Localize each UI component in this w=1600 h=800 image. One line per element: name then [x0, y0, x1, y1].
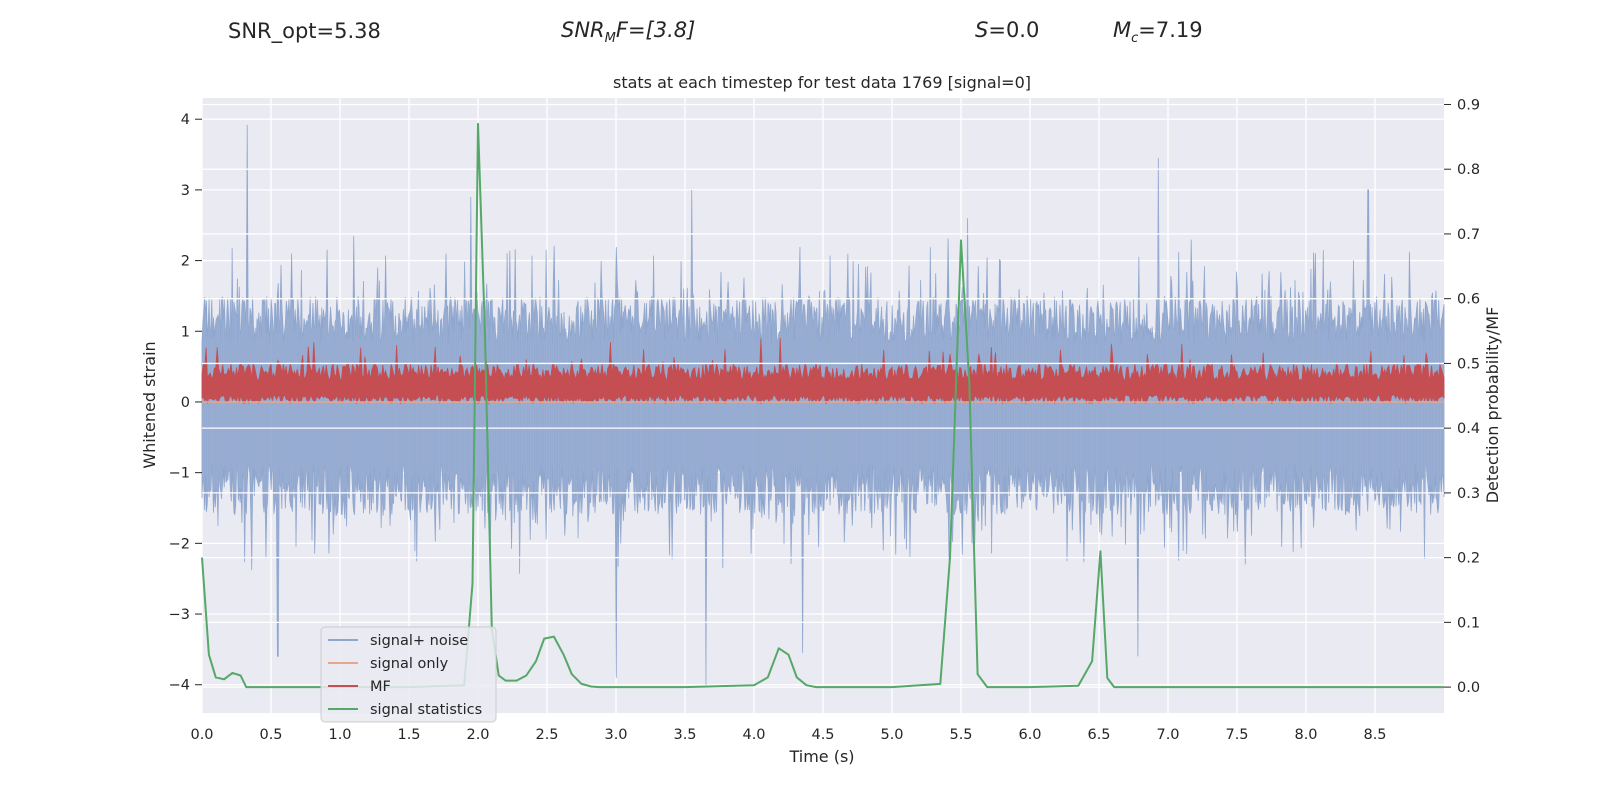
- y-tick-label: 0: [181, 395, 190, 411]
- chart-title: stats at each timestep for test data 176…: [613, 73, 1031, 92]
- y2-tick-label: 0.9: [1457, 97, 1480, 113]
- signal-statistics-line: [201, 122, 1444, 689]
- x-tick-label: 7.5: [1225, 727, 1248, 743]
- y-tick-label: 4: [181, 112, 190, 128]
- legend: signal+ noise signal only MF signal stat…: [320, 626, 497, 723]
- y2-tick-label: 0.8: [1457, 162, 1480, 178]
- y-tick-label: 3: [181, 183, 190, 199]
- y-tick-label: −2: [169, 536, 190, 552]
- x-tick-label: 0.5: [259, 727, 282, 743]
- series-signal-statistics: [201, 122, 1445, 689]
- y-tick-label: 1: [181, 324, 190, 340]
- y2-tick-label: 0.6: [1457, 292, 1480, 308]
- y2-tick-label: 0.7: [1457, 227, 1480, 243]
- y-tick-label: 2: [181, 254, 190, 270]
- y-axis-ticks: 4 3 2 1 0 −1 −2 −3 −4: [169, 112, 202, 694]
- header-snr-opt: SNR_opt=5.38: [228, 19, 381, 44]
- y-tick-label: −1: [169, 466, 190, 482]
- y-tick-label: −4: [169, 678, 190, 694]
- x-tick-label: 5.5: [949, 727, 972, 743]
- y2-tick-label: 0.3: [1457, 486, 1480, 502]
- x-tick-label: 3.5: [673, 727, 696, 743]
- y2-axis-label: Detection probability/MF: [1483, 307, 1502, 504]
- y2-tick-label: 0.0: [1457, 680, 1480, 696]
- legend-entry-signal-statistics: signal statistics: [370, 702, 482, 718]
- legend-entry-mf: MF: [370, 679, 391, 695]
- x-tick-label: 4.0: [742, 727, 765, 743]
- x-tick-label: 8.5: [1363, 727, 1386, 743]
- y2-tick-label: 0.1: [1457, 615, 1480, 631]
- x-tick-label: 8.0: [1294, 727, 1317, 743]
- snr-mf-rest: F=[3.8]: [616, 18, 695, 42]
- header-s: S=0.0: [975, 18, 1039, 42]
- x-tick-label: 2.0: [466, 727, 489, 743]
- header-snr-mf: SNRMF=[3.8]: [561, 18, 695, 46]
- y-tick-label: −3: [169, 607, 190, 623]
- legend-entry-signal-only: signal only: [370, 656, 449, 672]
- series-mf: [201, 337, 1445, 405]
- x-tick-label: 5.0: [880, 727, 903, 743]
- header-mc: Mc=7.19: [1113, 18, 1203, 46]
- y2-tick-label: 0.4: [1457, 421, 1480, 437]
- x-tick-label: 1.0: [328, 727, 351, 743]
- y2-axis-ticks: 0.9 0.8 0.7 0.6 0.5 0.4 0.3 0.2 0.1 0.0: [1444, 97, 1480, 696]
- x-tick-label: 3.0: [604, 727, 627, 743]
- y2-tick-label: 0.5: [1457, 356, 1480, 372]
- x-tick-label: 4.5: [811, 727, 834, 743]
- x-tick-label: 1.5: [397, 727, 420, 743]
- x-tick-label: 6.5: [1087, 727, 1110, 743]
- x-tick-label: 0.0: [190, 727, 213, 743]
- x-tick-label: 6.0: [1018, 727, 1041, 743]
- x-axis-label: Time (s): [788, 747, 854, 766]
- x-tick-label: 2.5: [535, 727, 558, 743]
- series-signal-noise: [201, 124, 1445, 685]
- legend-entry-signal-noise: signal+ noise: [370, 633, 468, 649]
- x-axis-ticks: 0.0 0.5 1.0 1.5 2.0 2.5 3.0 3.5 4.0 4.5 5.0 5.5 6.0 6…: [190, 727, 1386, 743]
- legend-box: [320, 626, 497, 723]
- y2-tick-label: 0.2: [1457, 551, 1480, 567]
- chart-header: SNR_opt=5.38 SNRMF=[3.8] S=0.0 Mc=7.19: [228, 18, 1203, 46]
- mf-band: [201, 337, 1445, 405]
- x-tick-label: 7.0: [1156, 727, 1179, 743]
- y-axis-label: Whitened strain: [140, 341, 159, 468]
